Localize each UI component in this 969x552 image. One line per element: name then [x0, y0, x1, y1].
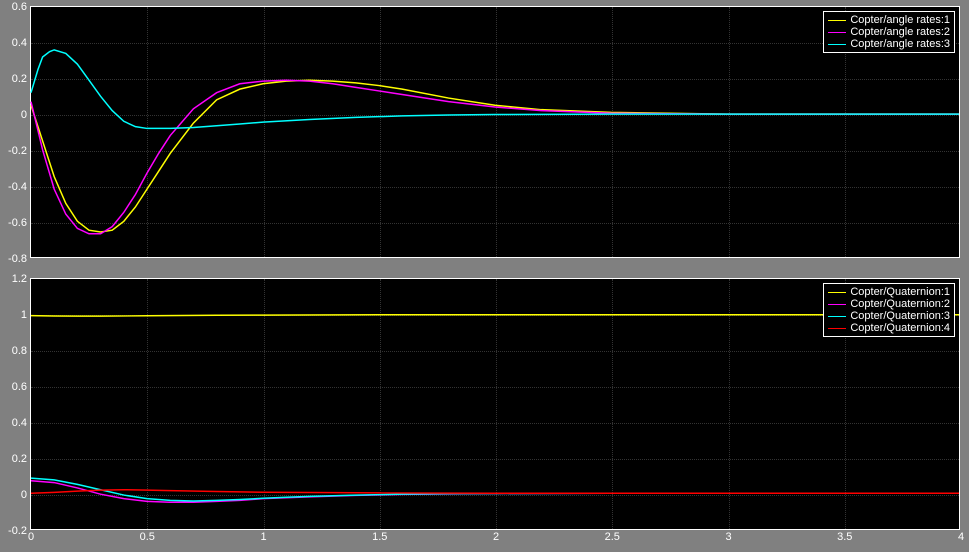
y-tick-label: -0.2 — [8, 145, 27, 157]
legend-item: Copter/angle rates:3 — [828, 38, 950, 50]
x-tick-label: 2 — [493, 531, 499, 543]
legend-swatch — [828, 292, 846, 293]
legend-label: Copter/angle rates:1 — [850, 14, 950, 26]
y-tick-label: -0.2 — [8, 525, 27, 537]
legend-label: Copter/Quaternion:1 — [850, 286, 950, 298]
legend-swatch — [828, 316, 846, 317]
series-line-angle_rates_3 — [31, 50, 959, 129]
legend-swatch — [828, 44, 846, 45]
y-tick-label: 0.4 — [12, 417, 27, 429]
y-tick-label: 0.2 — [12, 453, 27, 465]
x-tick-label: 0 — [28, 531, 34, 543]
y-tick-label: 0.6 — [12, 381, 27, 393]
y-tick-label: 0 — [21, 489, 27, 501]
y-tick-label: -0.8 — [8, 253, 27, 265]
x-tick-label: 4 — [958, 531, 964, 543]
legend-item: Copter/angle rates:2 — [828, 26, 950, 38]
series-line-quaternion_4 — [31, 490, 959, 494]
x-tick-label: 0.5 — [140, 531, 155, 543]
legend-item: Copter/Quaternion:4 — [828, 322, 950, 334]
legend-label: Copter/Quaternion:2 — [850, 298, 950, 310]
legend: Copter/Quaternion:1Copter/Quaternion:2Co… — [823, 283, 955, 337]
x-tick-label: 3 — [725, 531, 731, 543]
y-tick-label: -0.4 — [8, 181, 27, 193]
legend-swatch — [828, 32, 846, 33]
legend-swatch — [828, 328, 846, 329]
legend-item: Copter/Quaternion:2 — [828, 298, 950, 310]
legend-label: Copter/Quaternion:4 — [850, 322, 950, 334]
series-line-quaternion_1 — [31, 315, 959, 316]
plot-panel-top: -0.8-0.6-0.4-0.200.20.40.6Copter/angle r… — [30, 6, 960, 258]
y-tick-label: 0.6 — [12, 1, 27, 13]
legend-swatch — [828, 20, 846, 21]
legend-label: Copter/angle rates:2 — [850, 26, 950, 38]
x-tick-label: 2.5 — [605, 531, 620, 543]
figure: -0.8-0.6-0.4-0.200.20.40.6Copter/angle r… — [0, 0, 969, 552]
y-tick-label: 0.2 — [12, 73, 27, 85]
legend-label: Copter/Quaternion:3 — [850, 310, 950, 322]
series-line-quaternion_2 — [31, 481, 959, 502]
y-tick-label: 1 — [21, 309, 27, 321]
series-line-angle_rates_2 — [31, 80, 959, 234]
legend-label: Copter/angle rates:3 — [850, 38, 950, 50]
legend-item: Copter/Quaternion:3 — [828, 310, 950, 322]
y-tick-label: -0.6 — [8, 217, 27, 229]
series-line-quaternion_3 — [31, 478, 959, 501]
series-svg — [31, 7, 959, 257]
legend-swatch — [828, 304, 846, 305]
y-tick-label: 0.8 — [12, 345, 27, 357]
series-svg — [31, 279, 959, 529]
x-tick-label: 1.5 — [372, 531, 387, 543]
series-line-angle_rates_1 — [31, 80, 959, 232]
x-tick-label: 1 — [260, 531, 266, 543]
legend-item: Copter/angle rates:1 — [828, 14, 950, 26]
y-tick-label: 0 — [21, 109, 27, 121]
plot-panel-bottom: -0.200.20.40.60.811.200.511.522.533.54Co… — [30, 278, 960, 530]
legend: Copter/angle rates:1Copter/angle rates:2… — [823, 11, 955, 53]
x-tick-label: 3.5 — [837, 531, 852, 543]
y-tick-label: 1.2 — [12, 273, 27, 285]
y-tick-label: 0.4 — [12, 37, 27, 49]
legend-item: Copter/Quaternion:1 — [828, 286, 950, 298]
